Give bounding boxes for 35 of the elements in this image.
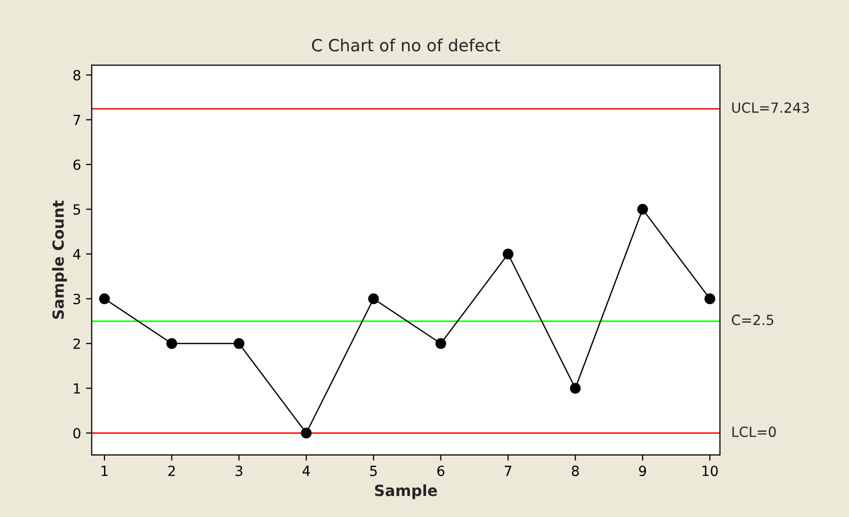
point <box>300 428 312 438</box>
x-tick-label: 1 <box>102 466 108 476</box>
point <box>502 248 514 260</box>
x-tick-label: 4 <box>302 466 310 476</box>
y-tick-label: 2 <box>73 338 80 349</box>
point <box>637 204 648 215</box>
x-tick-label: 6 <box>437 466 444 476</box>
y-tick-label: 3 <box>74 294 80 304</box>
point <box>368 293 379 304</box>
y-tick-label: 8 <box>73 70 80 80</box>
x-tick-label: 2 <box>168 466 175 476</box>
ref-line-label: C̄=2.5 <box>732 314 774 326</box>
y-tick-label: 5 <box>74 204 80 215</box>
point <box>99 293 110 304</box>
x-tick-label: 3 <box>236 466 242 476</box>
point <box>234 338 244 349</box>
point <box>435 338 446 349</box>
y-tick-label: 7 <box>74 114 80 126</box>
y-tick-label: 6 <box>73 159 80 170</box>
x-tick-label: 5 <box>370 466 377 476</box>
x-tick-label: 10 <box>702 466 718 476</box>
x-axis-title: Sample <box>375 484 437 500</box>
y-tick-label: 4 <box>73 249 80 260</box>
point <box>704 293 716 304</box>
ref-line-label: LCL=0 <box>732 426 776 438</box>
point <box>166 338 178 349</box>
x-tick-label: 8 <box>572 466 579 476</box>
x-tick-label: 7 <box>504 466 512 476</box>
y-tick-label: 1 <box>74 383 80 394</box>
point <box>570 382 581 394</box>
ref-line-label: UCL=7.243 <box>732 102 809 113</box>
chart-title: C Chart of no of defect <box>312 38 500 52</box>
y-axis-title: Sample Count <box>52 200 67 319</box>
x-tick-label: 9 <box>639 466 646 476</box>
y-tick-label: 0 <box>73 428 80 439</box>
